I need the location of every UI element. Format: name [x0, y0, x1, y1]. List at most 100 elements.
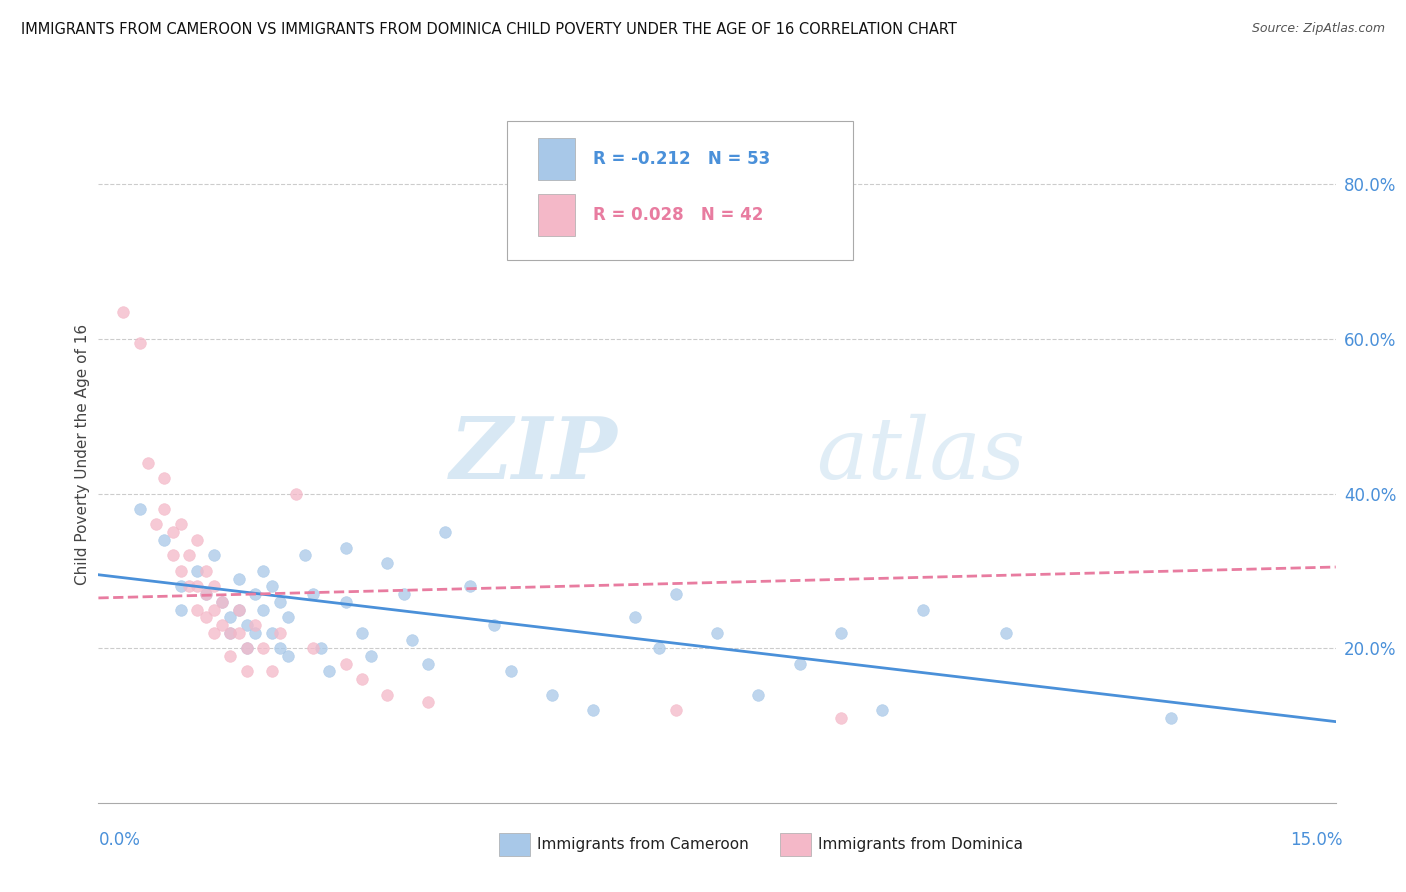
Point	[335, 657, 357, 671]
Point	[202, 625, 225, 640]
Point	[219, 625, 242, 640]
Point	[623, 610, 645, 624]
Point	[458, 579, 481, 593]
Y-axis label: Child Poverty Under the Age of 16: Child Poverty Under the Age of 16	[75, 325, 90, 585]
Point	[870, 703, 893, 717]
Text: 0.0%: 0.0%	[98, 831, 141, 849]
Point	[211, 618, 233, 632]
Point	[252, 641, 274, 656]
Point	[236, 665, 259, 679]
Point	[260, 625, 283, 640]
Point	[269, 625, 291, 640]
Point	[302, 587, 325, 601]
Point	[153, 533, 176, 547]
Point	[186, 579, 208, 593]
Point	[179, 549, 201, 563]
Text: ZIP: ZIP	[450, 413, 619, 497]
Point	[401, 633, 423, 648]
Point	[582, 703, 605, 717]
Point	[360, 648, 382, 663]
Point	[352, 672, 374, 686]
Point	[162, 525, 184, 540]
Point	[830, 625, 852, 640]
Point	[499, 665, 522, 679]
Point	[541, 688, 564, 702]
Point	[352, 625, 374, 640]
Point	[243, 618, 266, 632]
Point	[243, 587, 266, 601]
Point	[252, 564, 274, 578]
Point	[219, 610, 242, 624]
Point	[211, 595, 233, 609]
Point	[484, 618, 506, 632]
Point	[830, 711, 852, 725]
Point	[418, 695, 440, 709]
Point	[269, 595, 291, 609]
Point	[236, 618, 259, 632]
Point	[706, 625, 728, 640]
Point	[375, 688, 398, 702]
Point	[335, 541, 357, 555]
Point	[285, 486, 308, 500]
FancyBboxPatch shape	[537, 194, 575, 235]
Point	[1160, 711, 1182, 725]
Point	[202, 579, 225, 593]
Point	[162, 549, 184, 563]
Text: atlas: atlas	[815, 414, 1025, 496]
Point	[418, 657, 440, 671]
Point	[912, 602, 935, 616]
Point	[252, 602, 274, 616]
Point	[228, 602, 250, 616]
Point	[128, 335, 150, 350]
Point	[153, 471, 176, 485]
Point	[170, 579, 193, 593]
Text: R = 0.028   N = 42: R = 0.028 N = 42	[593, 206, 763, 224]
Point	[228, 602, 250, 616]
Point	[277, 648, 299, 663]
Point	[194, 610, 217, 624]
FancyBboxPatch shape	[506, 121, 853, 260]
Point	[186, 602, 208, 616]
Point	[186, 564, 208, 578]
Point	[665, 587, 688, 601]
Point	[194, 587, 217, 601]
Point	[170, 517, 193, 532]
Point	[112, 305, 135, 319]
Point	[269, 641, 291, 656]
Point	[260, 665, 283, 679]
Point	[211, 595, 233, 609]
Point	[202, 602, 225, 616]
Point	[318, 665, 340, 679]
Point	[236, 641, 259, 656]
FancyBboxPatch shape	[537, 138, 575, 180]
Point	[260, 579, 283, 593]
Text: R = -0.212   N = 53: R = -0.212 N = 53	[593, 150, 770, 169]
Point	[170, 602, 193, 616]
Point	[433, 525, 456, 540]
Point	[665, 703, 688, 717]
Text: IMMIGRANTS FROM CAMEROON VS IMMIGRANTS FROM DOMINICA CHILD POVERTY UNDER THE AGE: IMMIGRANTS FROM CAMEROON VS IMMIGRANTS F…	[21, 22, 957, 37]
Point	[153, 502, 176, 516]
Point	[747, 688, 769, 702]
Point	[145, 517, 167, 532]
Point	[309, 641, 332, 656]
Point	[219, 625, 242, 640]
Text: Immigrants from Cameroon: Immigrants from Cameroon	[537, 838, 749, 852]
Point	[994, 625, 1017, 640]
Point	[186, 533, 208, 547]
Point	[194, 587, 217, 601]
Point	[194, 564, 217, 578]
Point	[170, 564, 193, 578]
Point	[789, 657, 811, 671]
Point	[243, 625, 266, 640]
Point	[335, 595, 357, 609]
Point	[236, 641, 259, 656]
Point	[179, 579, 201, 593]
Text: Immigrants from Dominica: Immigrants from Dominica	[818, 838, 1024, 852]
Point	[128, 502, 150, 516]
Point	[375, 556, 398, 570]
Text: Source: ZipAtlas.com: Source: ZipAtlas.com	[1251, 22, 1385, 36]
Point	[228, 625, 250, 640]
Point	[648, 641, 671, 656]
Point	[392, 587, 415, 601]
